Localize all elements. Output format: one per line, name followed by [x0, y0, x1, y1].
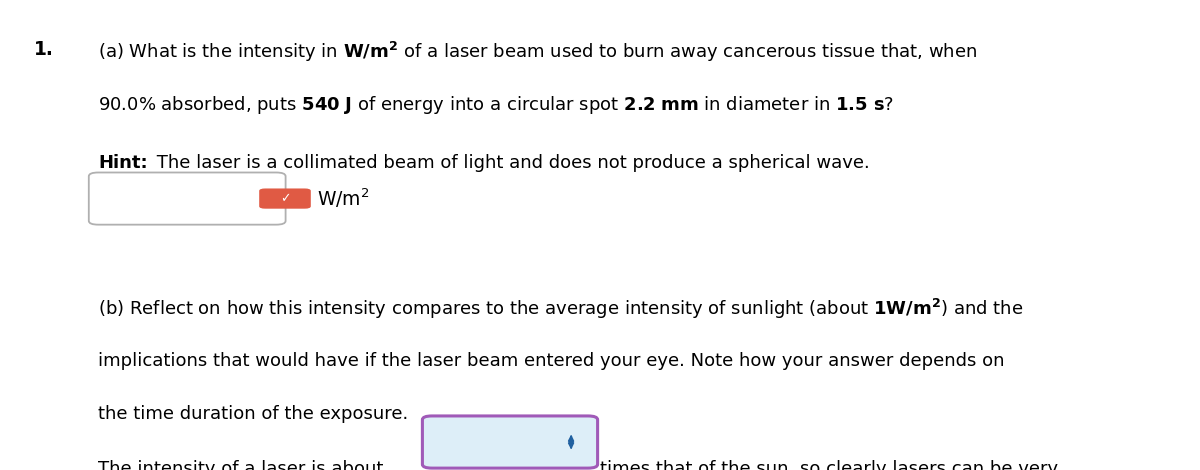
FancyBboxPatch shape	[259, 188, 311, 209]
Text: The intensity of a laser is about: The intensity of a laser is about	[98, 460, 384, 470]
Text: times that of the sun, so clearly lasers can be very: times that of the sun, so clearly lasers…	[600, 460, 1058, 470]
Text: implications that would have if the laser beam entered your eye. Note how your a: implications that would have if the lase…	[98, 352, 1004, 369]
Text: 90.0% absorbed, puts $\mathbf{540\ J}$ of energy into a circular spot $\mathbf{2: 90.0% absorbed, puts $\mathbf{540\ J}$ o…	[98, 94, 894, 116]
FancyBboxPatch shape	[89, 172, 286, 225]
Text: (b) Reflect on how this intensity compares to the average intensity of sunlight : (b) Reflect on how this intensity compar…	[98, 297, 1024, 321]
Text: ✓: ✓	[280, 192, 290, 205]
Text: (a) What is the intensity in $\mathbf{W/m^{2}}$ of a laser beam used to burn awa: (a) What is the intensity in $\mathbf{W/…	[98, 40, 978, 64]
Text: W/m$^{2}$: W/m$^{2}$	[317, 187, 370, 211]
Text: the time duration of the exposure.: the time duration of the exposure.	[98, 405, 409, 423]
FancyBboxPatch shape	[422, 416, 598, 468]
Text: Hint:: Hint:	[98, 154, 148, 172]
Text: 1.: 1.	[34, 40, 54, 59]
Text: The laser is a collimated beam of light and does not produce a spherical wave.: The laser is a collimated beam of light …	[151, 154, 870, 172]
